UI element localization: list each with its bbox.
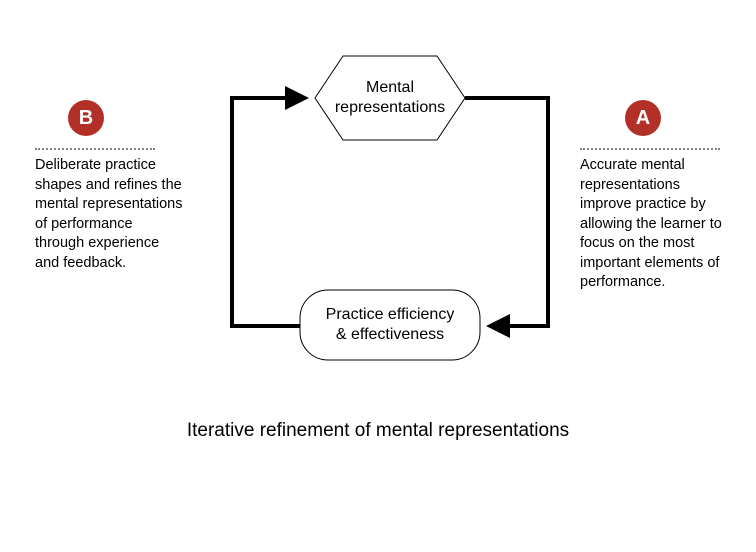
dotted-rule-left xyxy=(35,148,155,150)
node-bottom-line2: & effectiveness xyxy=(336,326,444,343)
annotation-b: Deliberate practice shapes and refines t… xyxy=(35,156,185,273)
annotation-a: Accurate mental representations improve … xyxy=(580,156,730,293)
node-bottom-label: Practice efficiency & effectiveness xyxy=(300,305,480,345)
node-bottom-line1: Practice efficiency xyxy=(326,306,455,323)
diagram-canvas: Mental representations Practice efficien… xyxy=(0,0,756,552)
dotted-rule-right xyxy=(580,148,720,150)
badge-b: B xyxy=(68,100,104,136)
arrow-top-to-bottom xyxy=(465,98,548,326)
caption: Iterative refinement of mental represent… xyxy=(0,420,756,442)
node-top-label: Mental representations xyxy=(315,78,465,118)
badge-b-letter: B xyxy=(79,107,93,130)
node-top-line2: representations xyxy=(335,99,445,116)
badge-a-letter: A xyxy=(636,107,650,130)
arrow-bottom-to-top xyxy=(232,98,305,326)
badge-a: A xyxy=(625,100,661,136)
node-top-line1: Mental xyxy=(366,79,414,96)
